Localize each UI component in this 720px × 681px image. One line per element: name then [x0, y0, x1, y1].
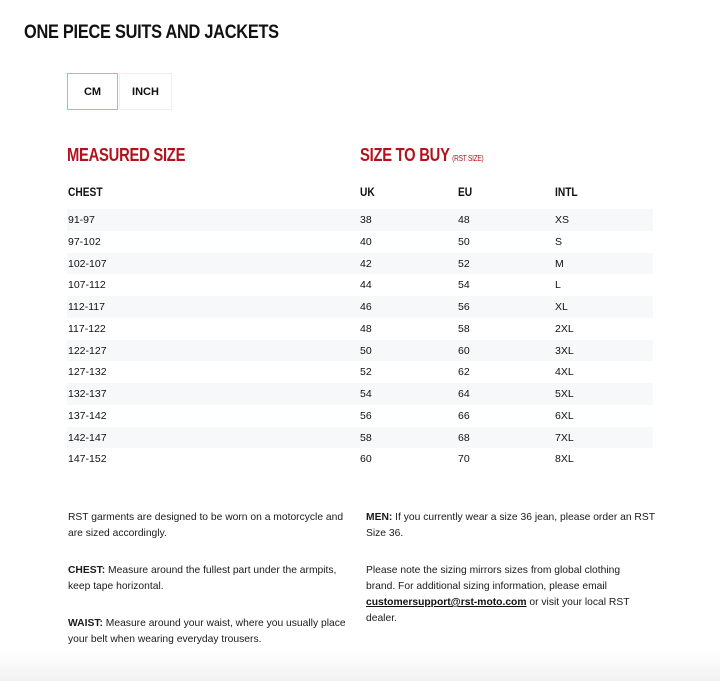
support-email-link[interactable]: customersupport@rst-moto.com — [366, 597, 527, 608]
chest-cell: 107-112 — [68, 279, 106, 292]
table-row: 91-97 38 48 XS — [67, 209, 653, 231]
eu-cell: 70 — [458, 453, 470, 466]
intl-cell: 2XL — [555, 322, 574, 335]
intl-cell: S — [555, 235, 563, 248]
uk-cell: 54 — [360, 388, 372, 400]
uk-cell: 44 — [360, 279, 372, 292]
unit-inch-button[interactable]: INCH — [119, 73, 172, 110]
col-header-uk: UK — [360, 185, 375, 199]
chest-cell: 117-122 — [68, 322, 106, 335]
intl-cell: 6XL — [555, 409, 574, 422]
eu-cell: 50 — [458, 235, 470, 248]
table-row: 137-142 56 66 6XL — [67, 405, 653, 427]
table-row: 107-112 44 54 L — [67, 274, 653, 296]
uk-cell: 56 — [360, 409, 372, 422]
col-header-chest: CHEST — [68, 185, 103, 199]
col-header-eu: EU — [458, 185, 473, 199]
eu-cell: 48 — [458, 214, 470, 226]
col-header-intl: INTL — [555, 185, 578, 199]
uk-cell: 60 — [360, 453, 372, 466]
table-row: 102-107 42 52 M — [67, 252, 653, 275]
chest-cell: 137-142 — [68, 409, 107, 422]
intl-cell: 8XL — [555, 453, 574, 466]
chest-cell: 112-117 — [68, 301, 105, 313]
uk-cell: 46 — [360, 301, 372, 313]
intl-cell: XL — [555, 301, 568, 313]
table-row: 147-152 60 70 8XL — [67, 448, 653, 470]
uk-cell: 42 — [360, 257, 372, 270]
eu-cell: 68 — [458, 431, 470, 444]
table-row: 127-132 52 62 4XL — [67, 361, 653, 383]
note-men: MEN: If you currently wear a size 36 jea… — [366, 512, 655, 539]
rst-size-note: (RST SIZE) — [452, 154, 484, 163]
note-intro: RST garments are designed to be worn on … — [68, 512, 344, 539]
eu-cell: 58 — [458, 322, 470, 335]
uk-cell: 58 — [360, 431, 372, 444]
eu-cell: 54 — [458, 279, 470, 292]
eu-cell: 62 — [458, 366, 470, 379]
intl-cell: 7XL — [555, 431, 574, 444]
chest-cell: 97-102 — [68, 235, 101, 248]
uk-cell: 38 — [360, 214, 372, 226]
intl-cell: XS — [555, 214, 570, 226]
page-title: ONE PIECE SUITS AND JACKETS — [24, 22, 279, 43]
chest-cell: 102-107 — [68, 257, 107, 270]
size-table: 91-97 38 48 XS 97-102 40 50 S 102-107 42 52 M 107-11… — [67, 209, 653, 470]
note-waist: WAIST: Measure around your waist, where … — [68, 618, 346, 645]
eu-cell: 52 — [458, 257, 470, 270]
intl-cell: 4XL — [555, 366, 574, 379]
intl-cell: 3XL — [555, 344, 574, 357]
note-global: Please note the sizing mirrors sizes fro… — [366, 565, 630, 624]
chest-cell: 147-152 — [68, 453, 107, 466]
uk-cell: 50 — [360, 344, 372, 357]
page-bottom-fade — [0, 651, 720, 681]
eu-cell: 66 — [458, 409, 470, 422]
chest-cell: 122-127 — [68, 344, 107, 357]
table-row: 97-102 40 50 S — [67, 231, 653, 253]
chest-cell: 127-132 — [68, 366, 107, 379]
measured-size-heading: MEASURED SIZE — [67, 145, 186, 165]
chest-cell: 132-137 — [68, 388, 107, 400]
eu-cell: 56 — [458, 301, 470, 313]
intl-cell: 5XL — [555, 388, 574, 400]
eu-cell: 64 — [458, 388, 470, 400]
uk-cell: 48 — [360, 322, 372, 335]
unit-cm-button[interactable]: CM — [67, 73, 118, 110]
table-row: 112-117 46 56 XL — [67, 296, 653, 318]
table-row: 117-122 48 58 2XL — [67, 318, 653, 340]
uk-cell: 40 — [360, 235, 372, 248]
intl-cell: M — [555, 257, 564, 270]
chest-cell: 142-147 — [68, 431, 107, 444]
table-row: 142-147 58 68 7XL — [67, 426, 653, 449]
chest-cell: 91-97 — [68, 214, 95, 226]
size-to-buy-heading: SIZE TO BUY (RST SIZE) — [360, 145, 484, 165]
table-row: 132-137 54 64 5XL — [67, 383, 653, 405]
uk-cell: 52 — [360, 366, 372, 379]
table-row: 122-127 50 60 3XL — [67, 339, 653, 362]
note-chest: CHEST: Measure around the fullest part u… — [68, 565, 337, 592]
intl-cell: L — [555, 279, 561, 292]
eu-cell: 60 — [458, 344, 470, 357]
